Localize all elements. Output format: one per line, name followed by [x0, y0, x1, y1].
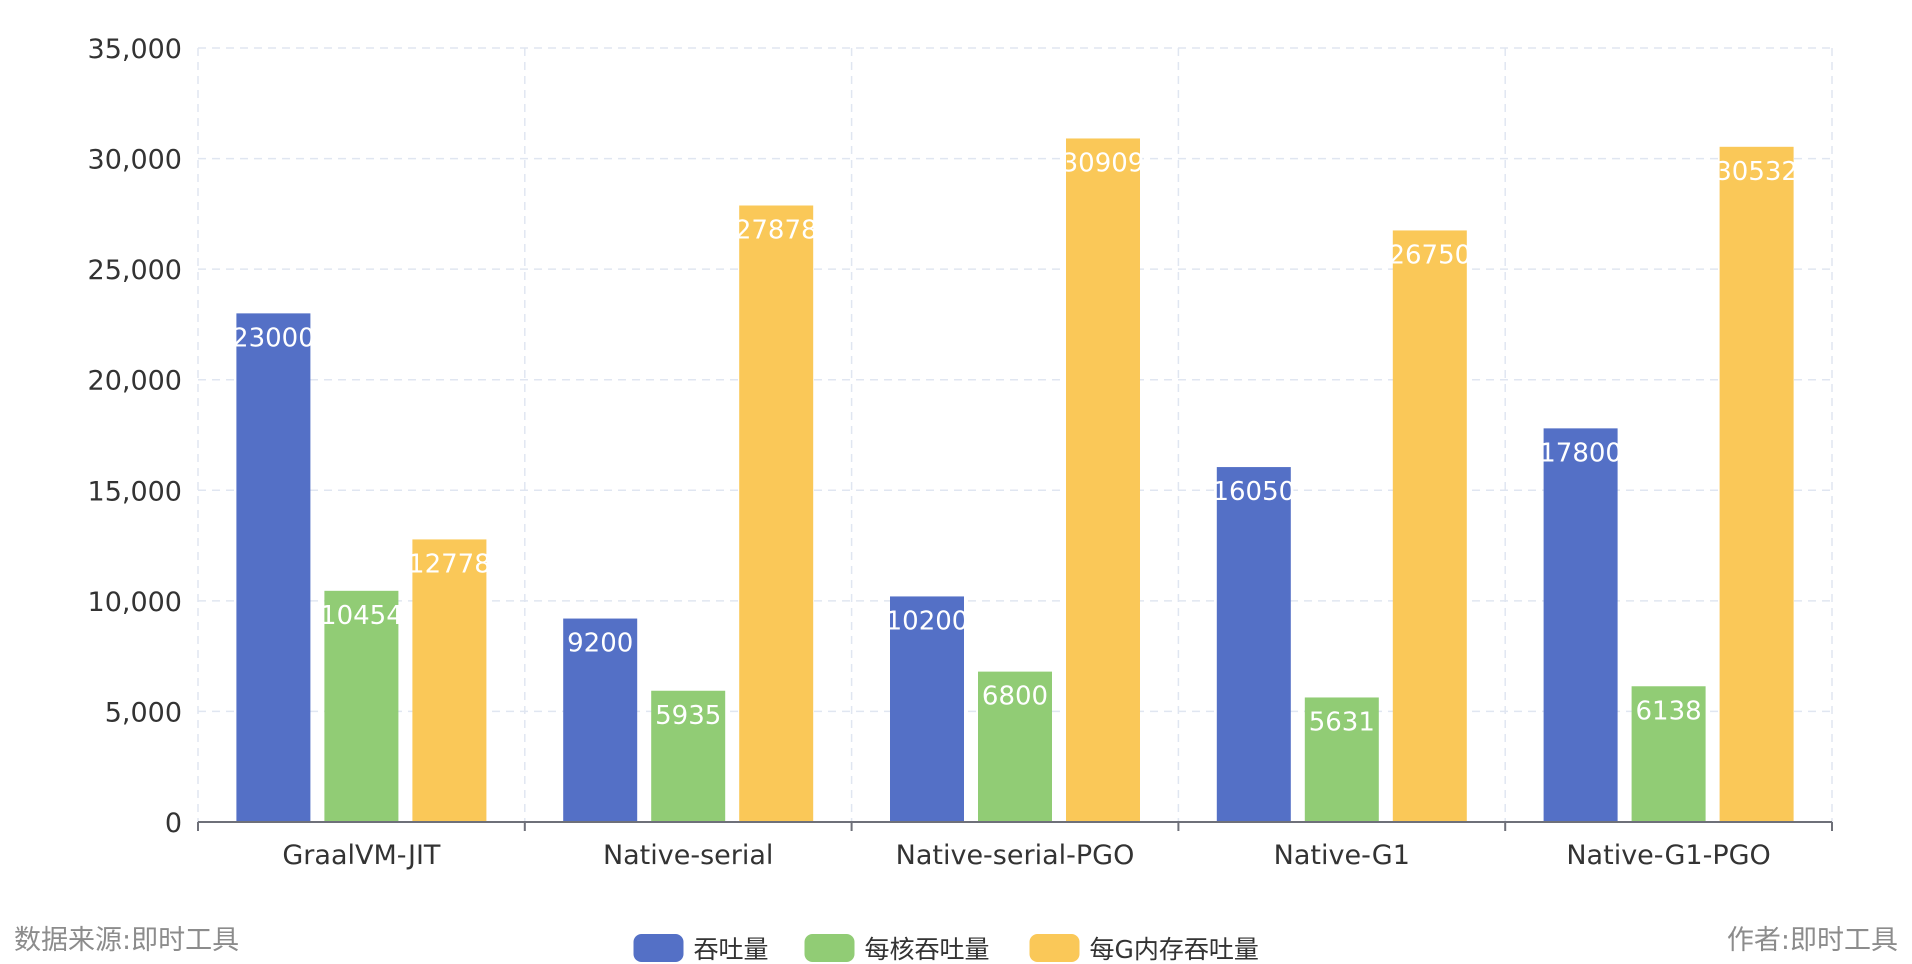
x-tick-label: Native-G1-PGO — [1566, 840, 1770, 871]
y-tick-label: 15,000 — [88, 476, 182, 507]
x-tick-label: Native-serial — [603, 840, 774, 871]
bar — [563, 618, 638, 822]
bar-value-label: 6800 — [982, 682, 1048, 712]
x-tick-label: Native-G1 — [1274, 840, 1410, 871]
bar — [1631, 686, 1706, 822]
bar — [1392, 230, 1467, 822]
bar — [1719, 146, 1794, 822]
bar — [1304, 697, 1379, 822]
x-tick-label: Native-serial-PGO — [896, 840, 1135, 871]
bar-value-label: 5631 — [1309, 707, 1375, 737]
bar-value-label: 23000 — [232, 323, 315, 353]
bar-value-label: 10454 — [320, 601, 403, 631]
bar-value-label: 30532 — [1715, 157, 1798, 187]
bar — [890, 596, 964, 822]
y-tick-label: 30,000 — [88, 145, 182, 176]
bar — [739, 205, 814, 823]
legend-swatch — [633, 934, 684, 962]
bar-value-label: 12778 — [408, 549, 491, 579]
bar — [236, 313, 311, 822]
bar-value-label: 26750 — [1388, 240, 1471, 270]
y-tick-label: 10,000 — [88, 587, 182, 618]
y-tick-label: 5,000 — [105, 697, 182, 728]
bar-value-label: 16050 — [1212, 477, 1295, 507]
author-note: 作者:即时工具 — [1726, 925, 1898, 956]
bar — [1543, 428, 1618, 822]
legend-label: 每核吞吐量 — [865, 935, 990, 964]
bar — [1216, 467, 1291, 822]
bar-value-label: 5935 — [655, 701, 721, 731]
legend-label: 每G内存吞吐量 — [1090, 935, 1259, 964]
bar-value-label: 17800 — [1539, 438, 1622, 468]
bar-value-label: 9200 — [567, 629, 633, 659]
y-tick-label: 35,000 — [88, 34, 182, 65]
bar — [978, 671, 1052, 822]
bar — [651, 690, 726, 822]
y-tick-label: 25,000 — [88, 255, 182, 286]
bar-value-label: 10200 — [886, 606, 969, 636]
bar-value-label: 30909 — [1062, 148, 1145, 178]
y-tick-label: 0 — [165, 808, 182, 839]
bar — [412, 539, 487, 822]
bar-value-label: 27878 — [735, 215, 818, 245]
data-source-note: 数据来源:即时工具 — [14, 925, 240, 956]
legend-swatch — [1029, 934, 1080, 962]
y-tick-label: 20,000 — [88, 366, 182, 397]
x-tick-label: GraalVM-JIT — [282, 840, 441, 871]
legend-label: 吞吐量 — [694, 935, 769, 964]
bar — [324, 590, 399, 822]
bar-value-label: 6138 — [1636, 696, 1702, 726]
bar — [1066, 138, 1140, 822]
legend-swatch — [804, 934, 855, 962]
